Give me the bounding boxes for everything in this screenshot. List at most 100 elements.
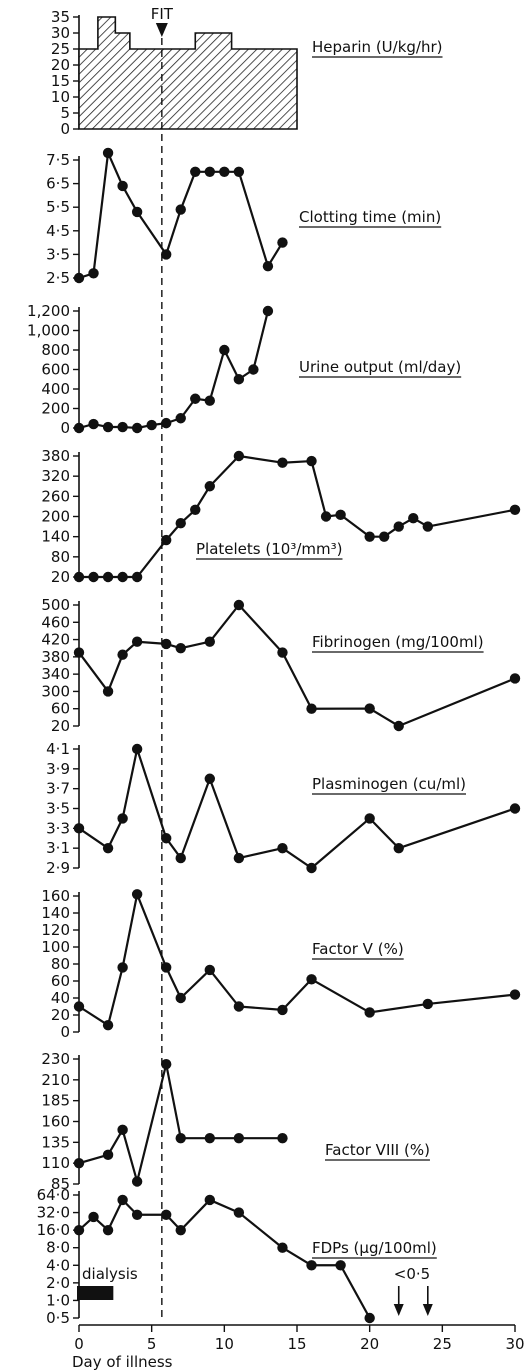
data-point [204,395,215,406]
y-tick-label: 32·0 [37,1204,70,1222]
data-point [233,852,245,864]
y-tick-label: 5 [60,104,70,122]
y-tick-label: 380 [41,648,70,666]
series-line [78,310,270,430]
data-point [175,1224,186,1236]
y-tick-label: 4·0 [46,1256,70,1274]
data-point [204,773,215,784]
y-tick-label: 0 [60,120,70,138]
series-line [78,1063,283,1183]
data-point [102,686,114,697]
x-tick-label: 0 [74,1335,84,1353]
y-tick-label: 340 [41,665,70,683]
panel-label: Heparin (U/kg/hr) [312,38,443,56]
y-tick-label: 3·5 [46,245,70,263]
data-point [277,457,288,468]
fit-label: FIT [151,5,174,23]
y-tick-label: 4·5 [46,222,70,240]
y-tick-label: 40 [51,989,70,1007]
data-point [219,344,230,356]
panel-label: Fibrinogen (mg/100ml) [312,633,484,651]
dialysis-bar [77,1286,114,1300]
y-tick-label: 10 [51,88,70,106]
data-point [175,643,186,654]
heparin-area [78,16,298,130]
data-point [131,571,143,583]
data-point [408,512,419,524]
data-point [393,720,404,732]
y-tick-label: 500 [41,596,70,614]
y-tick-label: 4·1 [46,740,70,758]
y-tick-label: 3·3 [46,819,70,837]
data-point [320,511,332,522]
down-arrow-head [393,1304,404,1316]
data-point [277,237,288,248]
data-point [277,1242,288,1253]
y-tick-label: 20 [51,56,70,74]
data-point [131,636,143,647]
data-point [233,1132,245,1144]
data-point [175,852,186,864]
data-point [204,166,215,177]
series-line [78,151,284,280]
y-tick-label: 200 [41,508,70,526]
y-tick-label: 60 [51,972,70,990]
data-point [233,1207,245,1218]
panel-label: Factor V (%) [312,940,404,958]
y-tick-label: 80 [51,548,70,566]
y-tick-label: 160 [41,887,70,905]
data-point [364,1312,375,1324]
data-point [379,531,390,542]
data-point [117,649,128,660]
x-tick-label: 20 [360,1335,379,1353]
data-point [233,1001,245,1012]
data-point [102,147,114,159]
y-tick-label: 7·5 [46,151,70,169]
data-point [233,599,245,611]
data-point [161,962,172,973]
data-point [161,638,172,650]
data-point [219,166,230,177]
data-point [306,862,317,874]
series-line [78,893,516,1027]
panel-2: 380 320 260 200 140 80 20 Platelets (10³/mm³) [41,447,521,586]
data-point [73,1001,85,1012]
data-point [509,803,521,814]
fit-arrow [155,23,168,37]
x-tick-label: 5 [147,1335,157,1353]
y-tick-label: 1,200 [27,302,70,320]
data-point [131,1209,143,1220]
data-point [393,521,404,532]
y-tick-label: 3·5 [46,800,70,818]
panel-label: FDPs (μg/100ml) [312,1239,437,1257]
y-tick-label: 1·0 [46,1291,70,1309]
y-tick-label: 260 [41,487,70,505]
data-point [131,743,143,755]
y-tick-label: 5·5 [46,198,70,216]
y-tick-label: 300 [41,682,70,700]
panel-label: Platelets (10³/mm³) [196,540,342,558]
data-point [393,842,404,854]
data-point [277,647,288,658]
data-point [73,1157,85,1169]
data-point [190,393,201,404]
y-tick-label: 120 [41,921,70,939]
data-point [175,413,186,424]
y-tick-label: 140 [41,904,70,922]
y-tick-label: 800 [41,341,70,359]
data-point [233,374,245,385]
y-tick-label: 20 [51,1006,70,1024]
y-tick-label: 25 [51,40,70,58]
data-point [117,813,128,824]
data-point [117,571,128,583]
y-tick-label: 2·5 [46,269,70,287]
y-tick-label: 210 [41,1071,70,1089]
y-tick-label: 100 [41,938,70,956]
y-tick-label: 8·0 [46,1239,70,1257]
data-point [175,518,186,529]
down-arrow-head [422,1304,433,1316]
y-tick-label: 64·0 [37,1186,70,1204]
x-axis-group: 0 5 10 15 20 25 30 Day of illness [72,1324,525,1371]
